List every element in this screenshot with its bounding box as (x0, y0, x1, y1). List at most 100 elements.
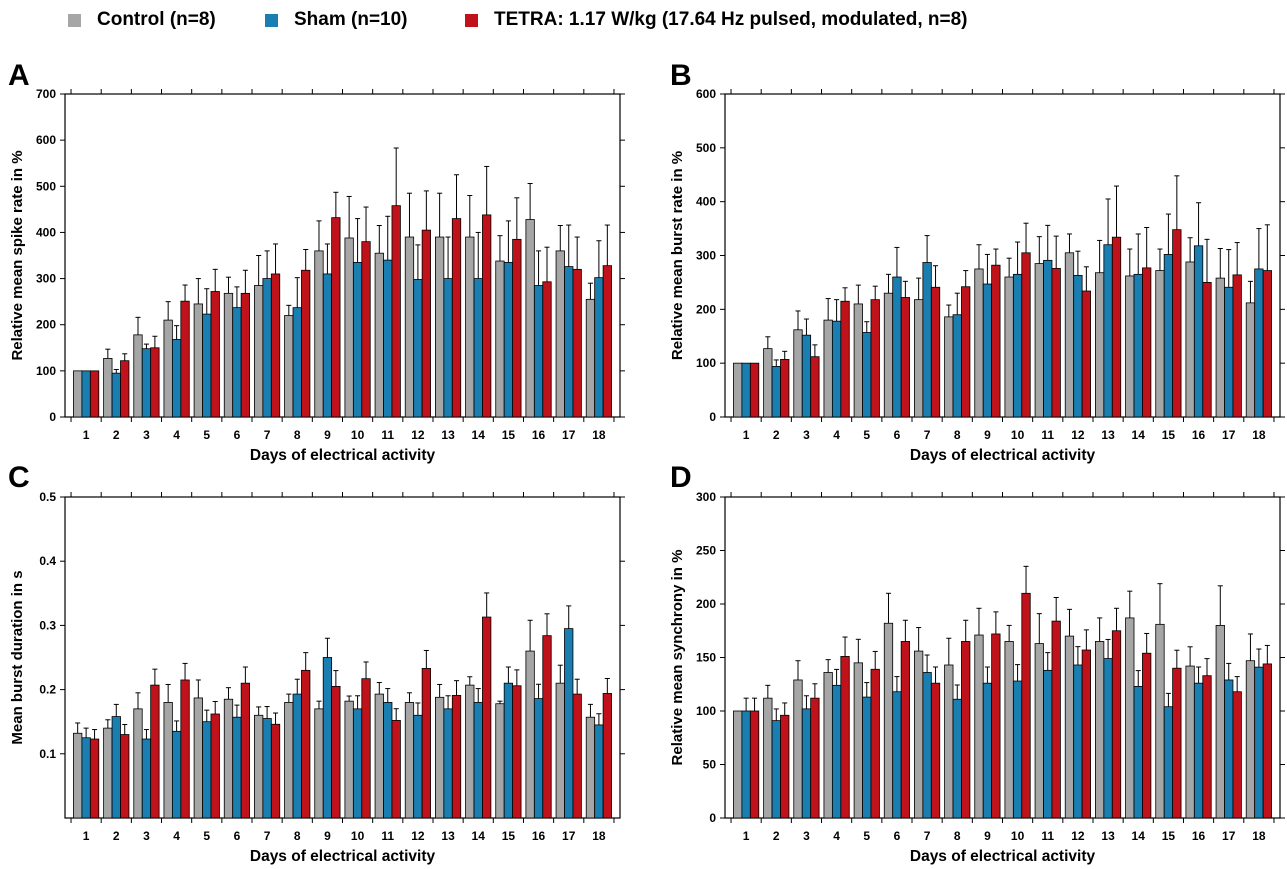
panel-b-ytick-label: 0 (709, 410, 716, 424)
panel-d-bar-control (914, 650, 924, 819)
panel-b-xtick-label: 15 (1162, 428, 1176, 442)
panel-a-xtick-label: 13 (441, 428, 455, 442)
panel-d-bar-control (733, 710, 743, 819)
panel-c-bar-tetra (421, 668, 431, 819)
panel-d-bar-sham (801, 708, 812, 819)
panel-c-bar-sham (202, 721, 212, 819)
panel-c-xtick-label: 17 (562, 829, 576, 843)
panel-d-bar-sham (1073, 664, 1083, 819)
panel-b-bar-sham (862, 332, 872, 418)
panel-b-ytick-label: 500 (696, 141, 716, 155)
panel-d-bar-sham (1012, 680, 1023, 819)
panel-a-bar-sham (202, 313, 212, 418)
panel-a-xtick-label: 7 (264, 428, 271, 442)
panel-d-xtick-label: 13 (1101, 829, 1115, 843)
panel-b-xtick-label: 10 (1011, 428, 1025, 442)
panel-b-bar-tetra (749, 362, 760, 418)
panel-d-xtick-label: 14 (1132, 829, 1146, 843)
panel-c-bar-sham (111, 716, 121, 819)
panel-b-bar-control (914, 299, 924, 418)
panel-c-bar-tetra (240, 682, 250, 819)
panel-a-bar-sham (141, 348, 152, 418)
panel-c-bar-sham (171, 730, 182, 819)
panel-b-bar-sham (1254, 268, 1264, 418)
panel-c-bar-tetra (120, 734, 130, 819)
panel-b-bar-sham (1224, 286, 1234, 418)
panel-a-bar-control (465, 236, 475, 418)
panel-b-bar-sham (741, 362, 751, 418)
panel-d-ytick-label: 100 (696, 704, 716, 718)
panel-a-bar-tetra (391, 205, 401, 418)
panel-c-bar-sham (443, 708, 453, 819)
panel-d-bar-tetra (991, 633, 1001, 819)
panel-a-bar-sham (413, 279, 423, 418)
panel-a-ytick-label: 500 (36, 179, 56, 193)
panel-b-ytick-label: 300 (696, 249, 716, 263)
panel-a-xtick-label: 6 (234, 428, 241, 442)
panel-a-bar-control (193, 303, 203, 418)
panel-c-bar-sham (262, 718, 272, 819)
panel-d-ytick-label: 0 (709, 811, 716, 825)
panel-c-bar-sham (383, 702, 393, 819)
panel-c-bar-control (73, 732, 83, 819)
panel-b-bar-control (1004, 276, 1014, 418)
panel-d-bar-tetra (749, 710, 760, 819)
panel-c-xtick-label: 2 (113, 829, 120, 843)
panel-a-xtick-label: 17 (562, 428, 576, 442)
panel-d-xtick-label: 12 (1071, 829, 1085, 843)
panel-d-bar-sham (1254, 666, 1264, 819)
panel-c-xlabel: Days of electrical activity (250, 848, 436, 865)
panel-b-bar-tetra (1051, 268, 1061, 418)
panel-b-bar-sham (1163, 254, 1174, 418)
panel-a-xtick-label: 2 (113, 428, 120, 442)
panel-d-bar-control (763, 697, 773, 819)
panel-b-ytick-label: 400 (696, 195, 716, 209)
panel-c-bar-sham (413, 714, 423, 819)
panel-c-xtick-label: 7 (264, 829, 271, 843)
panel-d-xtick-label: 3 (803, 829, 810, 843)
panel-b-bar-tetra (810, 356, 820, 418)
panel-c-bar-sham (564, 628, 574, 819)
panel-a-bar-tetra (210, 291, 220, 418)
legend-item-sham: Sham (n=10) (265, 8, 408, 32)
panel-c-xtick-label: 13 (441, 829, 455, 843)
legend-label-control: Control (n=8) (97, 9, 216, 30)
panel-a-bar-sham (262, 278, 272, 418)
panel-c-bar-tetra (361, 678, 371, 819)
panel-c-bar-sham (352, 708, 363, 819)
panel-c-bar-sham (141, 738, 152, 819)
panel-d-bar-sham (862, 696, 872, 819)
panel-b-xtick-label: 18 (1252, 428, 1266, 442)
panel-b-xtick-label: 11 (1041, 428, 1054, 442)
panel-a-bar-sham (352, 262, 363, 418)
panel-c-bar-tetra (331, 685, 341, 819)
panel-b-bar-control (1034, 263, 1044, 418)
panel-c-xtick-label: 5 (203, 829, 210, 843)
panel-b-bar-tetra (961, 286, 971, 418)
panel-d-bar-control (853, 662, 863, 819)
panel-a-bar-tetra (150, 347, 160, 418)
panel-a-bar-tetra (301, 269, 311, 418)
panel-c-xtick-label: 14 (472, 829, 486, 843)
panel-a-xtick-label: 16 (532, 428, 546, 442)
panel-c-bar-control (585, 716, 596, 819)
panel-c-xtick-label: 12 (411, 829, 425, 843)
panel-c-bar-sham (81, 737, 91, 819)
panel-a-xtick-label: 12 (411, 428, 425, 442)
panel-d-bar-sham (952, 698, 962, 819)
panel-d-bar-control (1215, 625, 1225, 819)
panel-a-bar-control (404, 236, 415, 418)
panel-b-bar-control (763, 348, 773, 418)
panel-c-bar-sham (503, 682, 514, 819)
panel-d-bar-tetra (961, 641, 971, 819)
panel-d-bar-tetra (870, 668, 880, 819)
panel-c-bar-tetra (512, 685, 522, 819)
panel-b-xtick-label: 4 (833, 428, 840, 442)
panel-b-bar-control (733, 362, 743, 418)
panel-b-ylabel: Relative mean burst rate in % (669, 151, 686, 360)
panel-c-ytick-label: 0.2 (39, 683, 56, 697)
panel-d-ytick-label: 300 (696, 490, 716, 504)
legend-swatch-control (68, 13, 81, 27)
panel-a-bar-control (223, 292, 234, 418)
panel-b-xtick-label: 13 (1101, 428, 1115, 442)
